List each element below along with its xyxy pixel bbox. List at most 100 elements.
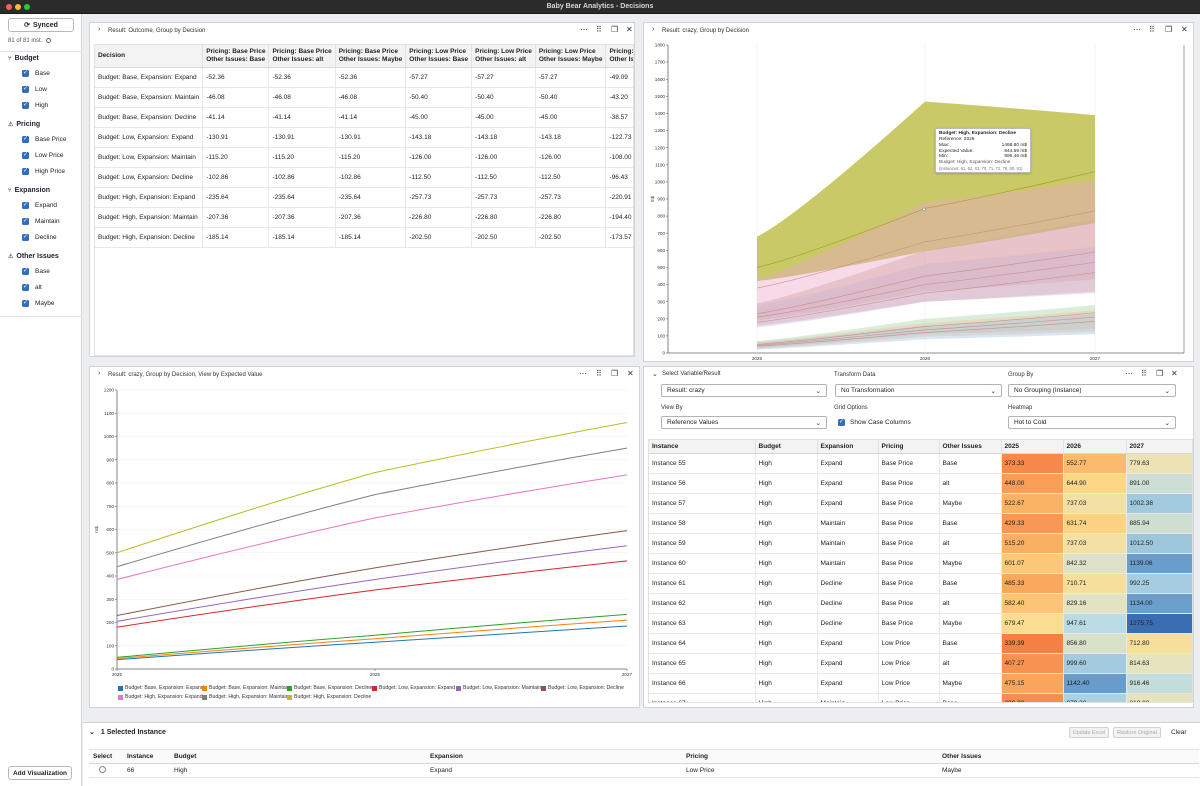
update-excel-button[interactable]: Update Excel	[1069, 727, 1109, 738]
drag-handle-icon[interactable]: ⠿	[1149, 25, 1155, 34]
selected-instance-header[interactable]: ⌄ 1 Selected Instance	[89, 728, 166, 737]
hover-point[interactable]	[922, 207, 926, 212]
more-icon[interactable]: ⋯	[1125, 369, 1133, 378]
table-row[interactable]: Budget: Low, Expansion: Decline -102.86 -1…	[95, 167, 633, 188]
filter-option-alt[interactable]: ✓ alt	[22, 284, 42, 291]
series-line-budget-base-expansion-expand[interactable]	[116, 625, 628, 661]
more-icon[interactable]: ⋯	[580, 25, 588, 34]
table-row[interactable]: Instance 63 High Decline Base Price Maybe 679…	[649, 613, 1192, 634]
table-row[interactable]: Instance 57 High Expand Base Price Maybe 522.…	[649, 493, 1192, 514]
series-line-budget-high-expansion-maintain[interactable]	[116, 447, 628, 568]
add-visualization-button[interactable]: Add Visualization	[8, 766, 72, 780]
filter-group-other-issues[interactable]: ⚠ Other Issues	[8, 253, 59, 260]
close-icon[interactable]: ✕	[626, 25, 633, 34]
table-row[interactable]: Budget: Base, Expansion: Expand -52.36 -52…	[95, 67, 633, 88]
filter-option-high-price[interactable]: ✓ High Price	[22, 168, 65, 175]
more-icon[interactable]: ⋯	[1133, 25, 1141, 34]
legend-item[interactable]: Budget: Low, Expansion: Decline	[541, 685, 624, 691]
column-header-2026[interactable]: 2026	[1063, 440, 1127, 454]
column-header[interactable]: Pricing: Base Price Other Issues: Base	[202, 45, 270, 68]
filter-option-base-price[interactable]: ✓ Base Price	[22, 136, 66, 143]
show-case-columns-checkbox[interactable]: ✓ Show Case Columns	[838, 419, 911, 426]
chevron-down-icon[interactable]: ⌄	[652, 371, 658, 378]
filter-option-base[interactable]: ✓ Base	[22, 268, 50, 275]
series-line-budget-low-expansion-decline[interactable]	[116, 530, 628, 617]
synced-button[interactable]: ⟳ Synced	[8, 18, 74, 32]
band-budget-low-expansion-decline[interactable]	[757, 219, 1095, 321]
group-by-select[interactable]: No Grouping (Instance) ⌄	[1008, 384, 1176, 397]
table-row[interactable]: Instance 65 High Expand Low Price alt 407.27 9…	[649, 653, 1192, 674]
line-chart[interactable]: 0 100 200 300 400 500 600 700 800 900 1000 1100 1200…	[90, 383, 639, 693]
column-header[interactable]: Pricing: Base Price Other Issues: alt	[268, 45, 336, 68]
legend-item[interactable]: Budget: Base, Expansion: Maintain	[202, 685, 290, 691]
band-budget-high-expansion-maintain[interactable]	[757, 180, 1095, 309]
close-window-button[interactable]	[6, 4, 12, 10]
heatmap-select[interactable]: Hot to Cold ⌄	[1008, 416, 1176, 429]
more-icon[interactable]: ⋯	[579, 369, 587, 378]
column-header[interactable]: Pricing: Low Price Other Issues: Base	[405, 45, 473, 68]
chevron-right-icon[interactable]: ›	[98, 370, 101, 377]
table-row[interactable]: Instance 55 High Expand Base Price Base 373.3…	[649, 453, 1192, 474]
chevron-right-icon[interactable]: ›	[98, 26, 101, 33]
legend-item[interactable]: Budget: High, Expansion: Decline	[287, 694, 371, 700]
column-header-expansion[interactable]: Expansion	[817, 440, 879, 454]
table-row[interactable]: Instance 56 High Expand Base Price alt 448.00…	[649, 473, 1192, 494]
minimize-window-button[interactable]	[15, 4, 21, 10]
copy-icon[interactable]: ❐	[611, 25, 619, 34]
close-icon[interactable]: ✕	[627, 369, 634, 378]
table-row[interactable]: Budget: Base, Expansion: Decline -41.14 -4…	[95, 107, 633, 128]
view-by-select[interactable]: Reference Values ⌄	[661, 416, 827, 429]
legend-item[interactable]: Budget: Base, Expansion: Decline	[287, 685, 372, 691]
filter-option-low-price[interactable]: ✓ Low Price	[22, 152, 64, 159]
legend-item[interactable]: Budget: High, Expansion: Maintain	[202, 694, 289, 700]
filter-option-base[interactable]: ✓ Base	[22, 70, 50, 77]
filter-group-pricing[interactable]: ⚠ Pricing	[8, 121, 40, 128]
filter-option-low[interactable]: ✓ Low	[22, 86, 47, 93]
band-budget-low-expansion-expand[interactable]	[757, 246, 1095, 328]
table-row[interactable]: Instance 61 High Decline Base Price Base 485.…	[649, 573, 1192, 594]
drag-handle-icon[interactable]: ⠿	[596, 369, 602, 378]
table-row[interactable]: Budget: Base, Expansion: Maintain -46.08-…	[95, 87, 633, 108]
legend-item[interactable]: Budget: Base, Expansion: Expand	[118, 685, 204, 691]
column-header[interactable]: Pricing: Base Price Other Issues: Maybe	[335, 45, 407, 68]
transform-select[interactable]: No Transformation ⌄	[835, 384, 1002, 397]
column-header-other-issues[interactable]: Other Issues	[939, 440, 1002, 454]
chevron-right-icon[interactable]: ›	[652, 26, 655, 33]
drag-handle-icon[interactable]: ⠿	[596, 25, 602, 34]
table-row[interactable]: Budget: High, Expansion: Expand -235.64 -2…	[95, 187, 633, 208]
band-chart[interactable]: 0 100 200 300 400 500 600 700 800 900 1000 1100 1200…	[644, 39, 1193, 361]
table-row[interactable]: Instance 62 High Decline Base Price alt 582.4…	[649, 593, 1192, 614]
series-line-budget-low-expansion-maintain[interactable]	[116, 545, 628, 622]
legend-item[interactable]: Budget: High, Expansion: Expand	[118, 694, 203, 700]
series-line-budget-low-expansion-expand[interactable]	[116, 560, 628, 628]
table-row[interactable]: Budget: Low, Expansion: Maintain -115.20-…	[95, 147, 633, 168]
column-header-instance[interactable]: Instance	[649, 440, 756, 454]
table-row[interactable]: Instance 64 High Expand Low Price Base 339.39…	[649, 633, 1192, 654]
result-select[interactable]: Result: crazy ⌄	[661, 384, 827, 397]
column-header-2025[interactable]: 2025	[1001, 440, 1064, 454]
copy-icon[interactable]: ❐	[1165, 25, 1173, 34]
table-row[interactable]: Instance 58 High Maintain Base Price Base 429…	[649, 513, 1192, 534]
table-row[interactable]: Budget: High, Expansion: Maintain -207.36…	[95, 207, 633, 228]
drag-handle-icon[interactable]: ⠿	[1141, 369, 1147, 378]
filter-group-expansion[interactable]: ⑂ Expansion	[8, 187, 50, 194]
close-icon[interactable]: ✕	[1171, 369, 1178, 378]
table-row[interactable]: Instance 60 High Maintain Base Price Maybe 60…	[649, 553, 1192, 574]
legend-item[interactable]: Budget: Low, Expansion: Expand	[372, 685, 455, 691]
series-line-budget-base-expansion-maintain[interactable]	[116, 619, 628, 660]
table-row[interactable]: Instance 66 High Expand Low Price Maybe 475.1…	[649, 673, 1192, 694]
column-header[interactable]: Decision	[95, 45, 204, 68]
column-header[interactable]: Pricing: HighOther Issues:	[605, 45, 633, 68]
series-line-budget-high-expansion-expand[interactable]	[116, 474, 628, 580]
table-row[interactable]: Instance 67 High Maintain Low Price Base 390.…	[649, 693, 1192, 702]
series-line-budget-base-expansion-decline[interactable]	[116, 613, 628, 658]
table-row[interactable]: Instance 59 High Maintain Base Price alt 515.…	[649, 533, 1192, 554]
copy-icon[interactable]: ❐	[611, 369, 619, 378]
column-header-pricing[interactable]: Pricing	[878, 440, 940, 454]
filter-option-expand[interactable]: ✓ Expand	[22, 202, 57, 209]
table-row[interactable]: Budget: Low, Expansion: Expand -130.91 -13…	[95, 127, 633, 148]
copy-icon[interactable]: ❐	[1156, 369, 1164, 378]
clear-button[interactable]: Clear	[1171, 729, 1187, 736]
legend-item[interactable]: Budget: Low, Expansion: Maintain	[456, 685, 541, 691]
column-header[interactable]: Pricing: Low Price Other Issues: alt	[471, 45, 536, 68]
